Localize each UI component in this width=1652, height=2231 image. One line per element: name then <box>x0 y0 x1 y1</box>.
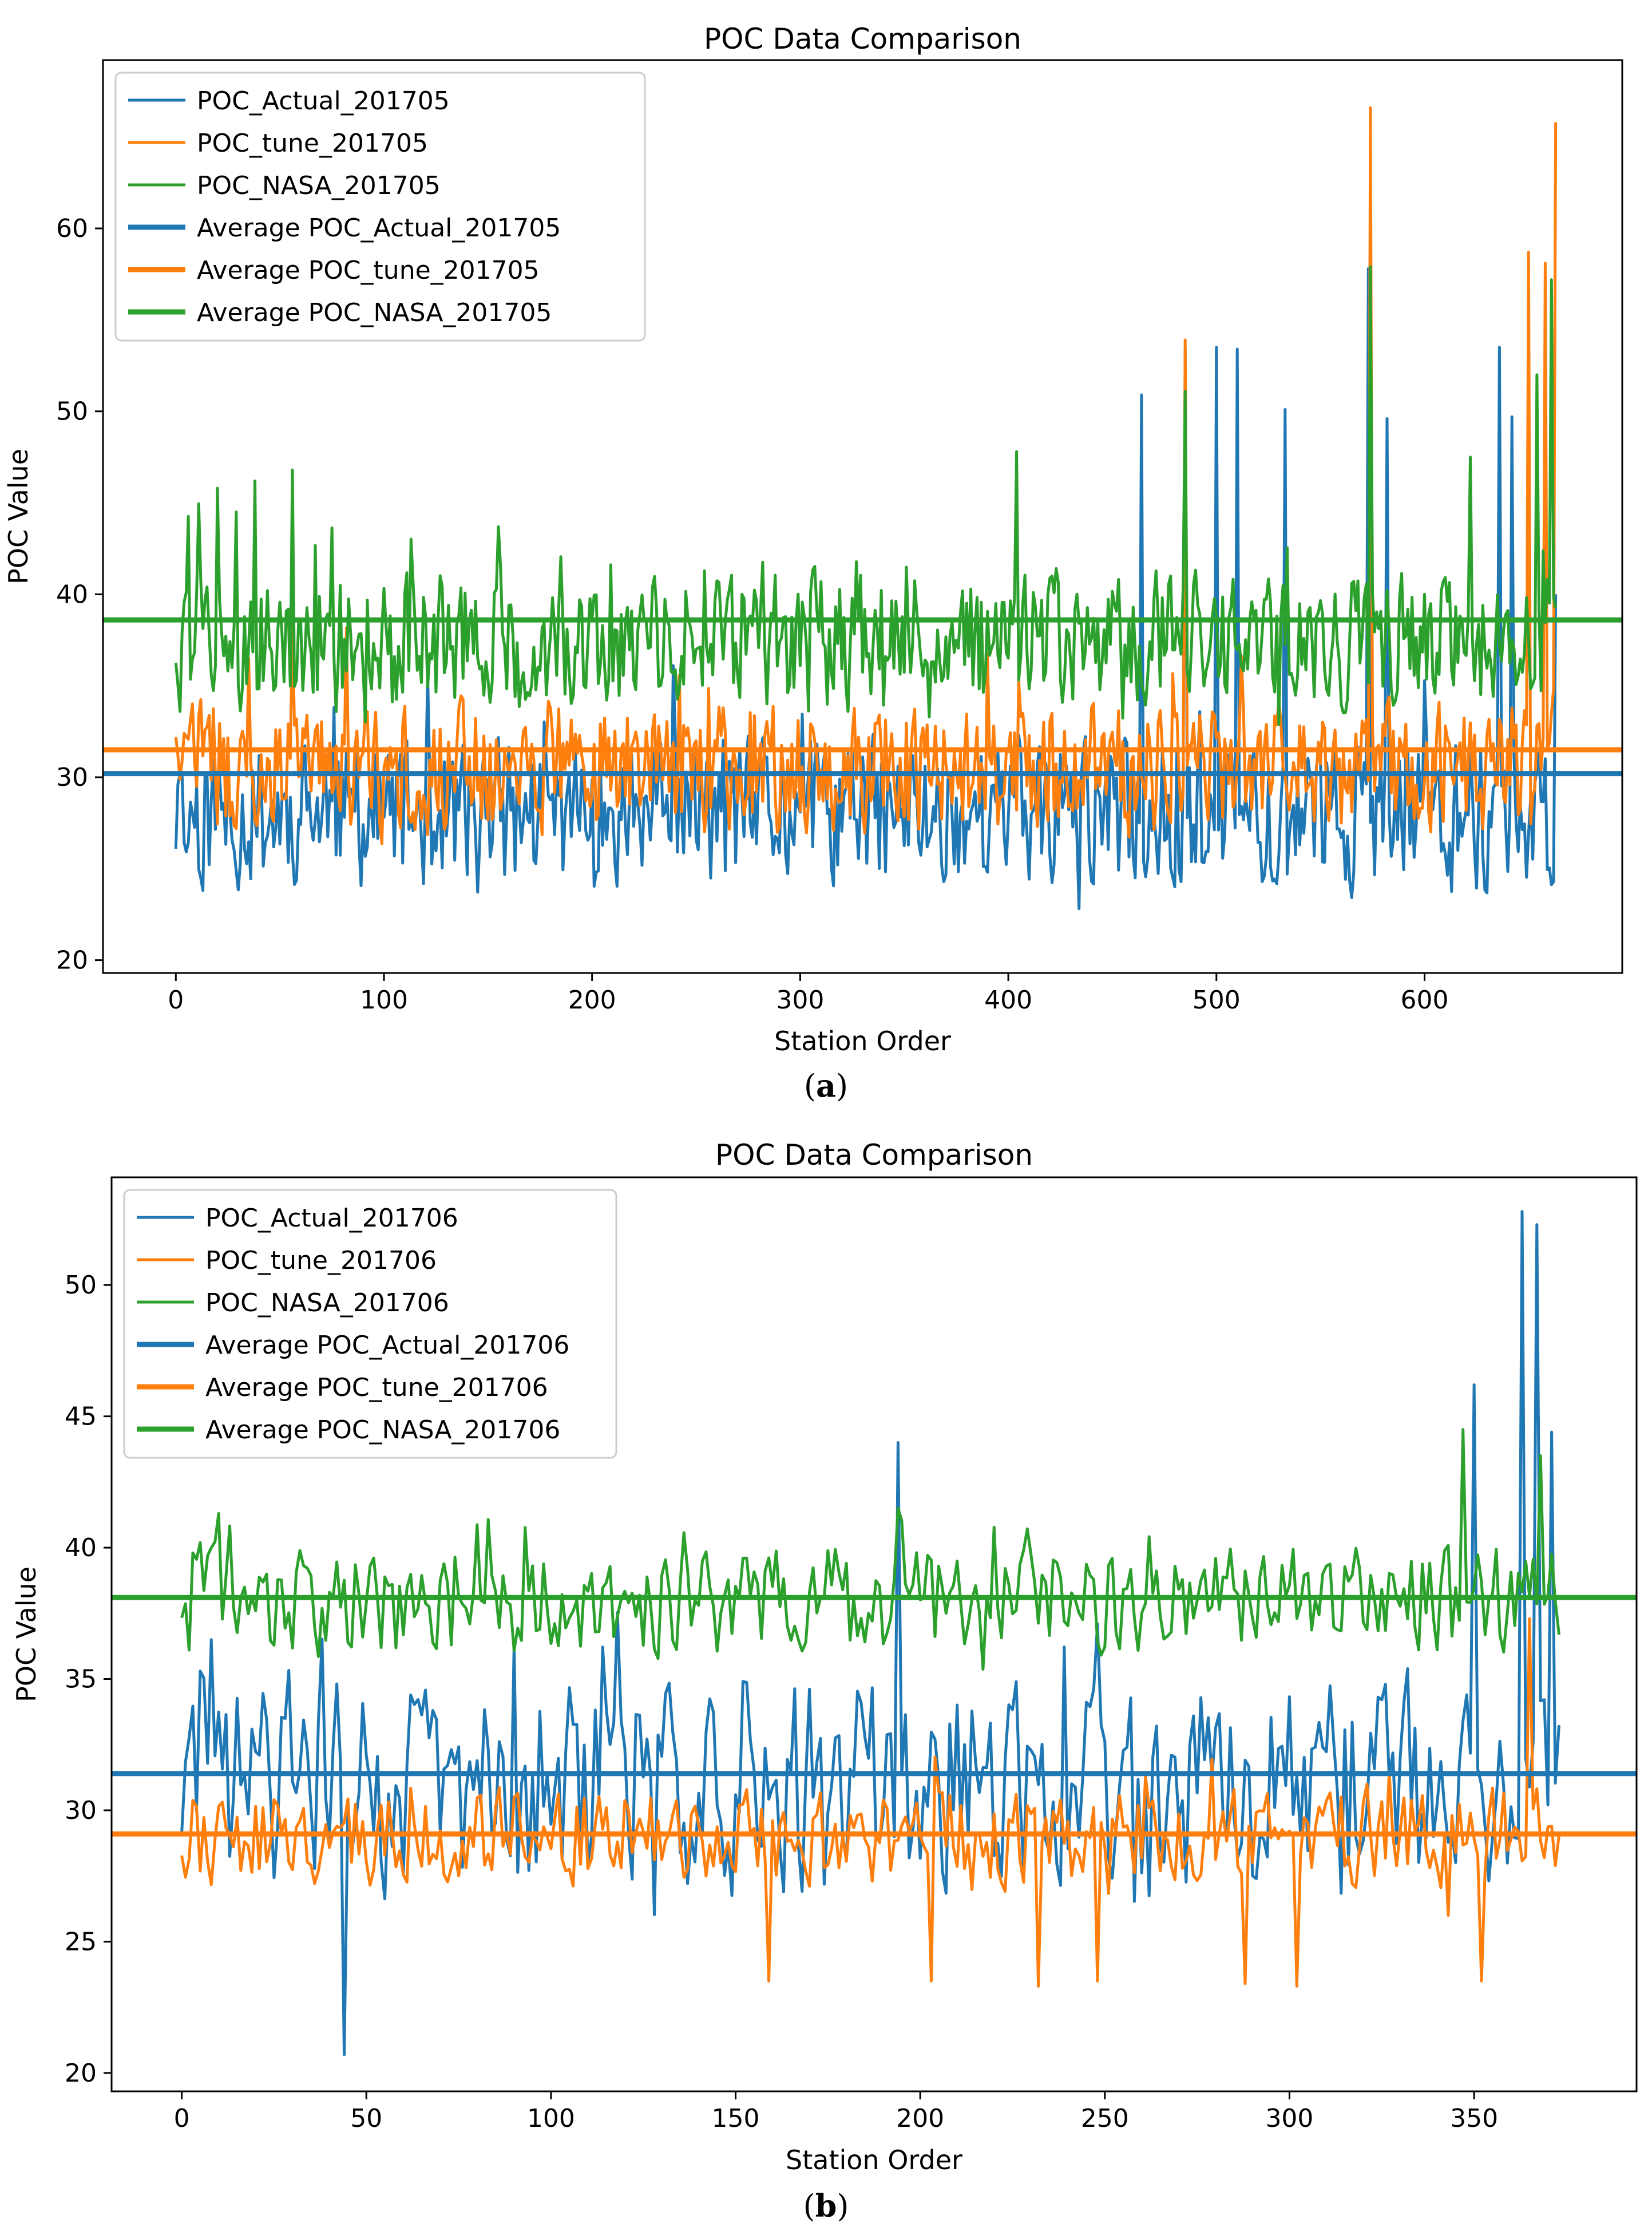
legend-item-label: Average POC_tune_201705 <box>197 256 540 285</box>
legend-box <box>114 72 646 342</box>
chart-panel-b: POC Data Comparison 0 50 100 150 200 250 300 350… <box>11 1138 1638 2175</box>
x-tick-label: 250 <box>1081 2104 1129 2133</box>
x-tick-label: 100 <box>360 986 408 1015</box>
series-line-poc-tune-201706 <box>180 1617 1560 1988</box>
x-tick-label: 300 <box>776 986 824 1015</box>
y-tick-label: 30 <box>65 1796 97 1825</box>
x-tick-label: 150 <box>712 2104 760 2133</box>
legend-item-label: POC_tune_201705 <box>197 129 428 158</box>
x-tick-label: 300 <box>1265 2104 1313 2133</box>
legend-item-label: Average POC_Actual_201705 <box>197 213 561 243</box>
chart-title: POC Data Comparison <box>715 1138 1033 1172</box>
y-tick-label: 40 <box>65 1533 97 1563</box>
series-line-poc-nasa-201705 <box>174 265 1558 726</box>
legend-item-label: POC_NASA_201706 <box>205 1288 449 1318</box>
x-tick-label: 200 <box>568 986 616 1015</box>
y-tick-label: 20 <box>56 946 88 975</box>
x-tick-label: 0 <box>174 2104 190 2133</box>
legend-item-label: POC_NASA_201705 <box>197 171 441 200</box>
y-axis-label: POC Value <box>3 449 34 584</box>
chart-panel-a: POC Data Comparison 0 100 200 300 400 500 600 20… <box>3 22 1623 1057</box>
plot-area <box>112 1210 1637 2056</box>
plot-frame <box>102 59 1623 974</box>
plot-frame <box>110 1176 1638 2092</box>
plot-area <box>103 106 1622 911</box>
y-tick-label: 25 <box>65 1927 97 1956</box>
x-tick-label: 200 <box>896 2104 944 2133</box>
panel-label-a-letter: a <box>816 1067 836 1104</box>
series-line-poc-actual-201706 <box>180 1210 1560 2056</box>
series-line-poc-nasa-201706 <box>180 1428 1560 1671</box>
y-axis-label: POC Value <box>11 1567 42 1702</box>
panel-label-b-letter: b <box>815 2188 837 2224</box>
x-tick-label: 600 <box>1400 986 1448 1015</box>
legend-item-label: POC_Actual_201706 <box>205 1204 458 1233</box>
y-tick-label: 50 <box>56 397 88 426</box>
x-tick-label: 50 <box>350 2104 382 2133</box>
x-tick-label: 400 <box>984 986 1032 1015</box>
legend-item-label: Average POC_NASA_201705 <box>197 298 552 327</box>
y-tick-label: 45 <box>65 1402 97 1431</box>
panel-label-b: (b) <box>803 2188 849 2224</box>
y-tick-label: 20 <box>65 2059 97 2088</box>
legend-item-label: POC_tune_201706 <box>205 1246 437 1275</box>
y-tick-label: 30 <box>56 763 88 792</box>
y-tick-label: 40 <box>56 580 88 609</box>
x-tick-label: 0 <box>168 986 184 1015</box>
y-tick-label: 60 <box>56 214 88 243</box>
x-axis-label: Station Order <box>774 1026 951 1057</box>
x-axis-label: Station Order <box>786 2145 962 2175</box>
x-tick-label: 500 <box>1193 986 1241 1015</box>
x-tick-label: 100 <box>527 2104 575 2133</box>
legend-item-label: POC_Actual_201705 <box>197 86 450 116</box>
legend-item-label: Average POC_NASA_201706 <box>205 1415 560 1445</box>
panel-label-a: (a) <box>803 1067 849 1104</box>
legend-item-label: Average POC_Actual_201706 <box>205 1331 569 1360</box>
chart-title: POC Data Comparison <box>704 22 1021 56</box>
x-tick-label: 350 <box>1450 2104 1498 2133</box>
legend-box <box>123 1189 617 1459</box>
y-tick-label: 50 <box>65 1271 97 1300</box>
y-tick-label: 35 <box>65 1665 97 1694</box>
legend-item-label: Average POC_tune_201706 <box>205 1373 548 1402</box>
